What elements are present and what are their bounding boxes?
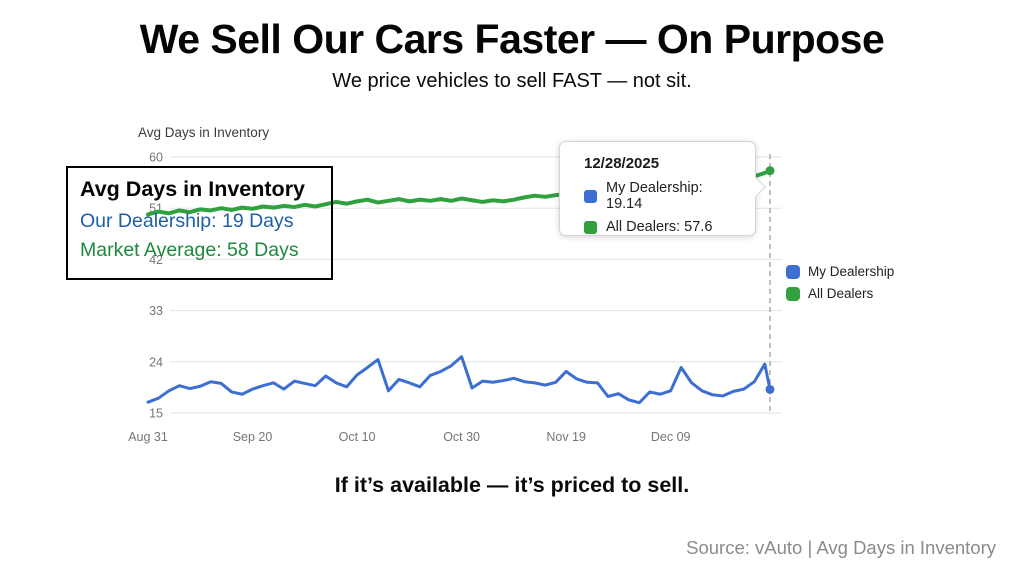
y-tick-label: 42 [149,253,163,267]
page-title: We Sell Our Cars Faster — On Purpose [139,16,885,62]
y-tick-label: 24 [149,355,163,369]
chart-tooltip: 12/28/2025 My Dealership: 19.14 All Deal… [559,141,766,236]
x-tick-label: Oct 10 [339,430,376,444]
x-tick-label: Oct 30 [443,430,480,444]
all-dealers-swatch-icon [584,220,597,234]
tooltip-row-all-dealers: All Dealers: 57.6 [584,219,741,235]
series-end-point-all-dealers [765,166,775,176]
x-tick-label: Aug 31 [128,430,168,444]
source-credit: Source: vAuto | Avg Days in Inventory [686,537,996,558]
tooltip-row-my-dealership: My Dealership: 19.14 [584,180,741,212]
y-tick-label: 60 [149,151,163,165]
x-tick-label: Sep 20 [233,430,273,444]
y-tick-label: 33 [149,304,163,318]
annotation-our-dealership: Our Dealership: 19 Days [80,210,294,232]
tagline: If it’s available — it’s priced to sell. [334,473,690,497]
y-tick-label: 15 [149,407,163,421]
page-subtitle: We price vehicles to sell FAST — not sit… [332,70,692,92]
legend-my-dealership-label: My Dealership [808,264,895,279]
chart-legend: My Dealership All Dealers [786,264,894,308]
series-end-point-my-dealership [765,384,775,394]
x-tick-label: Dec 09 [651,430,691,444]
legend-all-dealers-swatch-icon [786,286,800,301]
annotation-title: Avg Days in Inventory [80,177,306,201]
series-line-my-dealership [146,355,772,405]
tooltip-all-dealers-value: All Dealers: 57.6 [606,219,713,235]
annotation-box: Avg Days in Inventory Our Dealership: 19… [66,166,333,280]
tooltip-my-dealership-value: My Dealership: 19.14 [606,180,703,212]
legend-all-dealers-label: All Dealers [808,286,874,301]
legend-item-my-dealership[interactable]: My Dealership [786,264,894,279]
legend-my-dealership-swatch-icon [786,264,800,279]
tooltip-date: 12/28/2025 [584,155,660,172]
my-dealership-swatch-icon [584,189,597,203]
x-tick-label: Nov 19 [546,430,586,444]
annotation-market-average: Market Average: 58 Days [80,239,299,261]
chart-title: Avg Days in Inventory [138,125,270,140]
legend-item-all-dealers[interactable]: All Dealers [786,286,894,301]
